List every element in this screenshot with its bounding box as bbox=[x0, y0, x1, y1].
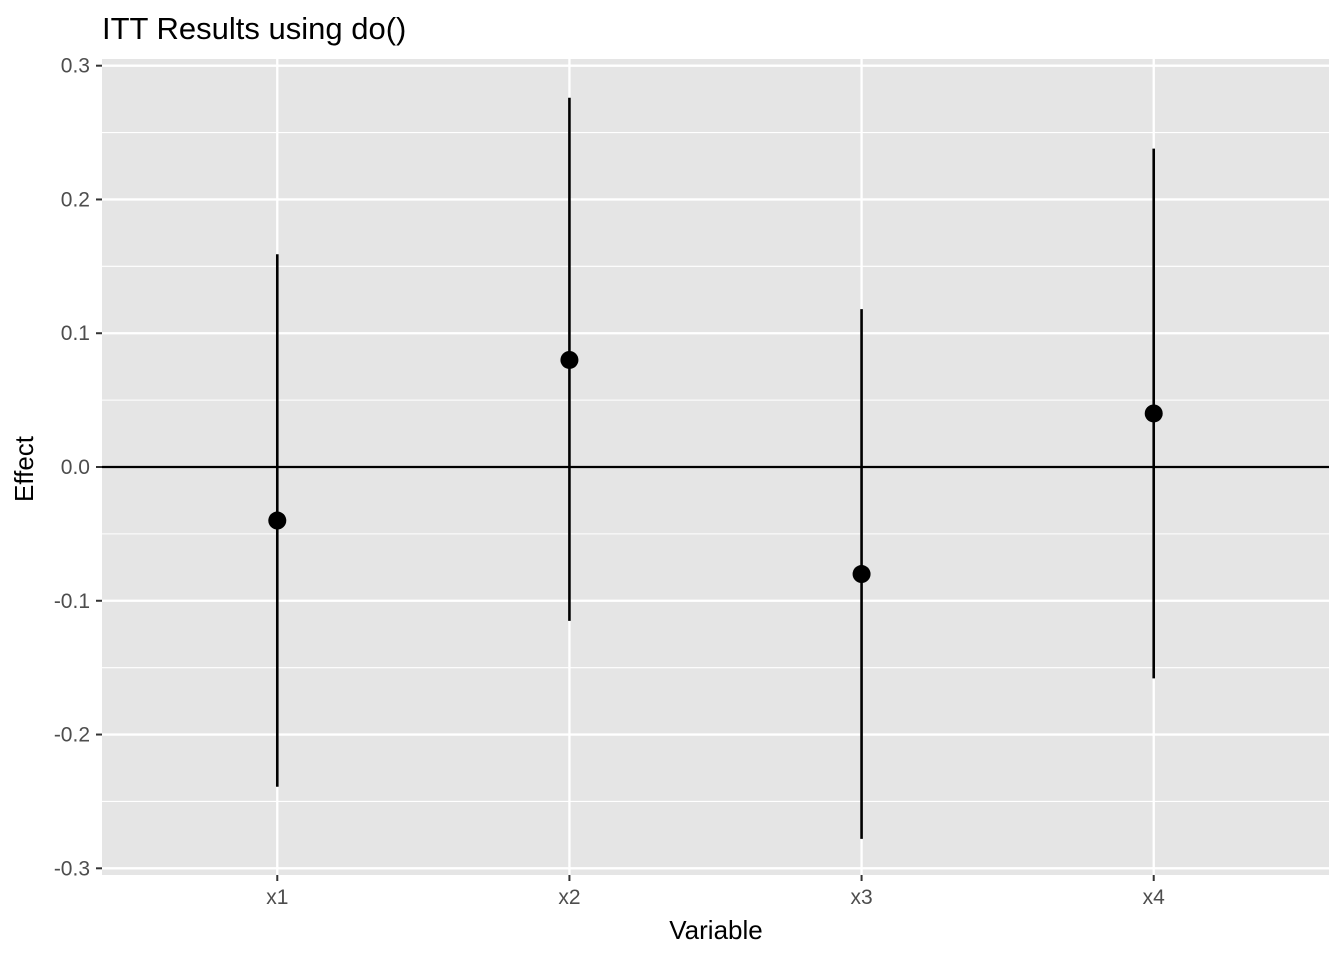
x-axis-title: Variable bbox=[669, 915, 762, 945]
data-marks bbox=[268, 97, 1163, 839]
y-tick-label: -0.2 bbox=[54, 724, 90, 747]
chart-title: ITT Results using do() bbox=[102, 11, 406, 46]
x-tick-label: x2 bbox=[558, 886, 580, 909]
x-tick-label: x3 bbox=[850, 886, 872, 909]
x-tick-label: x4 bbox=[1143, 886, 1166, 909]
y-axis: -0.3 -0.2 -0.1 0.0 0.1 0.2 0.3 bbox=[54, 55, 102, 880]
y-tick-label: -0.3 bbox=[54, 857, 90, 880]
y-tick-label: 0.1 bbox=[61, 322, 90, 345]
data-point bbox=[1144, 404, 1163, 423]
y-tick-label: 0.0 bbox=[61, 456, 90, 479]
x-tick-label: x1 bbox=[266, 886, 288, 909]
data-point bbox=[268, 511, 287, 530]
minor-gridlines bbox=[102, 132, 1329, 802]
y-axis-title: Effect bbox=[9, 435, 39, 502]
y-tick-label: 0.3 bbox=[61, 55, 90, 78]
data-point bbox=[560, 350, 579, 369]
y-tick-label: 0.2 bbox=[61, 188, 90, 211]
y-tick-label: -0.1 bbox=[54, 590, 90, 613]
data-point bbox=[852, 565, 871, 584]
x-axis: x1 x2 x3 x4 bbox=[266, 875, 1165, 909]
